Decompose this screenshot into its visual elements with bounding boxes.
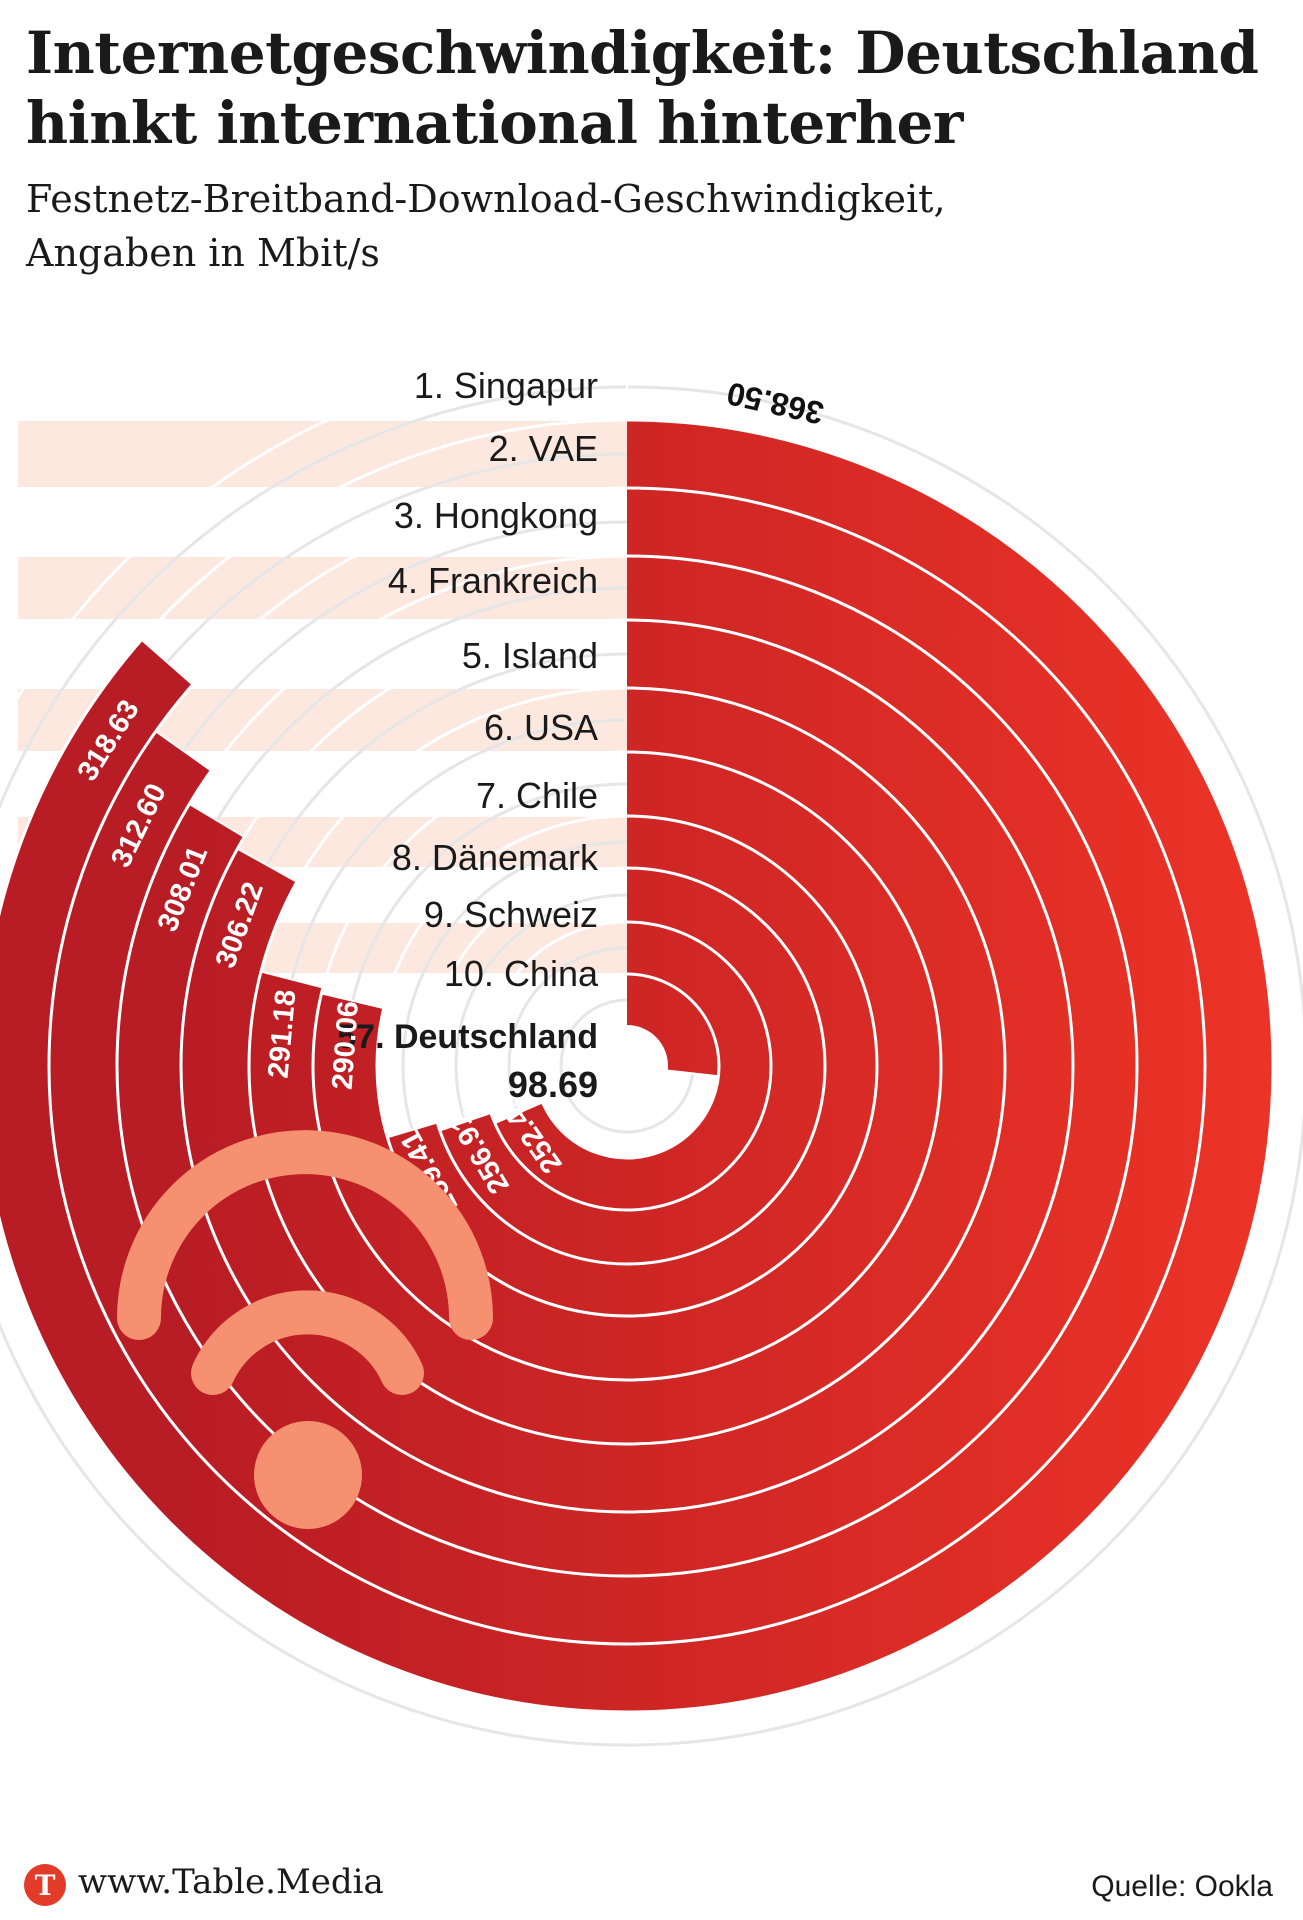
bar-end-line bbox=[188, 803, 245, 838]
category-label: 10. China bbox=[444, 953, 599, 994]
category-label: 9. Schweiz bbox=[424, 894, 598, 935]
bar-separators bbox=[0, 352, 1303, 1780]
footer-url: www.Table.Media bbox=[78, 1862, 384, 1902]
bar-end-line bbox=[155, 730, 212, 772]
category-label: 8. Dänemark bbox=[392, 837, 599, 878]
bar-end-line bbox=[387, 1121, 438, 1139]
ring-gap bbox=[47, 486, 1207, 1646]
bar-end-line bbox=[321, 992, 385, 1010]
bar-end-line bbox=[237, 847, 298, 883]
ring-gap bbox=[427, 866, 827, 1266]
category-label: 3. Hongkong bbox=[394, 495, 598, 536]
ring-gap bbox=[115, 554, 1139, 1578]
value-label: 290.06 bbox=[327, 1000, 365, 1091]
chart-subtitle: Festnetz-Breitband-Download-Geschwindigk… bbox=[26, 177, 946, 275]
category-labels: 1. Singapur 2. VAE 3. Hongkong 4. Frankreic… bbox=[337, 365, 599, 1056]
bars bbox=[0, 421, 1272, 1711]
source-note: Quelle: Ookla bbox=[1091, 1870, 1273, 1903]
category-label: 5. Island bbox=[462, 635, 598, 676]
ring-gap bbox=[375, 814, 879, 1318]
ring-gap bbox=[481, 920, 773, 1212]
value-label: 98.69 bbox=[508, 1064, 598, 1105]
ring-gap bbox=[0, 352, 1303, 1780]
ring-gap bbox=[247, 686, 1007, 1446]
bar-end-line bbox=[140, 639, 194, 686]
category-label: 4. Frankreich bbox=[388, 560, 598, 601]
category-label: 1. Singapur bbox=[414, 365, 598, 406]
category-label: 2. VAE bbox=[489, 428, 598, 469]
category-label: 57. Deutschland bbox=[337, 1018, 598, 1056]
label-band bbox=[18, 421, 627, 487]
ring-gap bbox=[0, 418, 1275, 1714]
wifi-icon bbox=[117, 1130, 493, 1529]
bar-end-line bbox=[439, 1111, 492, 1132]
bar-end-line bbox=[666, 1069, 719, 1078]
ring-gap bbox=[533, 972, 721, 1160]
radial-bar-chart: 1. Singapur 2. VAE 3. Hongkong 4. Frankreic… bbox=[0, 352, 1303, 1780]
ring-gap bbox=[179, 618, 1075, 1514]
bar-end-line bbox=[494, 1101, 543, 1125]
value-label: 368.50 bbox=[723, 375, 826, 431]
chart-title: Internetgeschwindigkeit: Deutschland hin… bbox=[26, 19, 1259, 157]
table-media-logo-icon: T bbox=[24, 1864, 66, 1906]
bar bbox=[495, 923, 770, 1209]
bar-end-line bbox=[260, 970, 324, 989]
bar bbox=[627, 975, 718, 1077]
category-label: 6. USA bbox=[484, 707, 598, 748]
category-label: 7. Chile bbox=[476, 775, 598, 816]
logo-letter: T bbox=[35, 1869, 56, 1902]
ring-gap bbox=[311, 750, 943, 1382]
